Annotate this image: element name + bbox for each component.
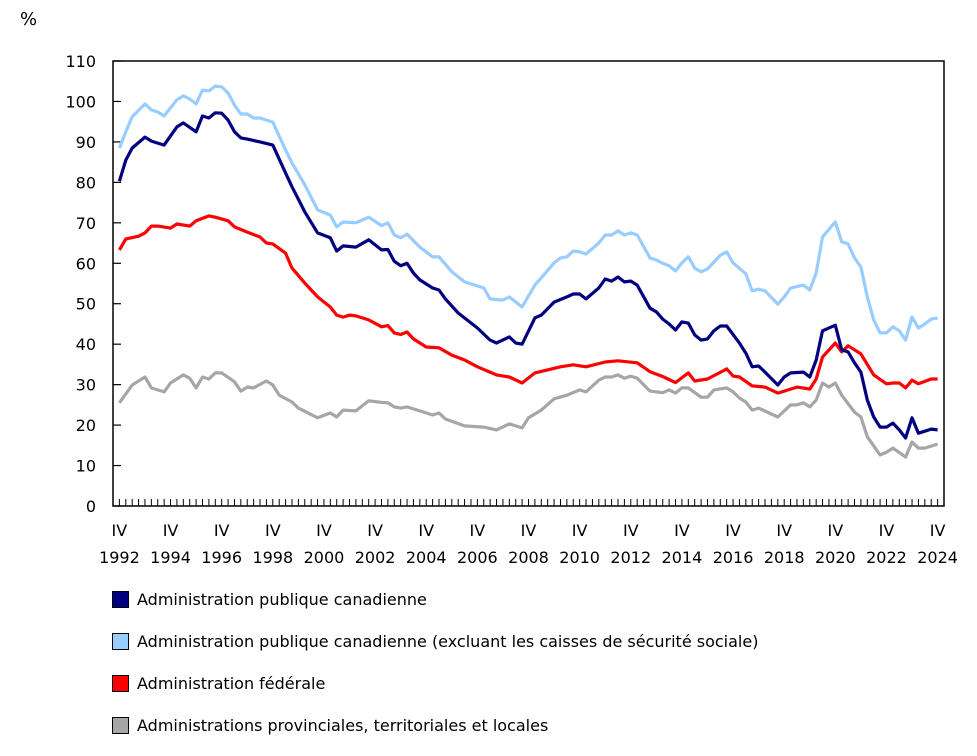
x-tick-year-label: 1992 bbox=[99, 548, 140, 567]
x-tick-quarter-label: IV bbox=[163, 521, 179, 540]
x-tick-year-label: 2012 bbox=[610, 548, 651, 567]
y-tick-label: 0 bbox=[86, 497, 96, 516]
y-tick-label: 90 bbox=[76, 133, 96, 152]
x-tick-year-label: 2024 bbox=[917, 548, 958, 567]
y-tick-label: 100 bbox=[65, 92, 96, 111]
y-tick-label: 60 bbox=[76, 254, 96, 273]
x-tick-quarter-label: IV bbox=[214, 521, 230, 540]
x-tick-year-label: 1994 bbox=[150, 548, 191, 567]
legend: Administration publique canadienne Admini… bbox=[112, 588, 758, 756]
x-tick-quarter-label: IV bbox=[776, 521, 792, 540]
y-tick-label: 80 bbox=[76, 173, 96, 192]
x-tick-quarter-label: IV bbox=[418, 521, 434, 540]
x-tick-quarter-label: IV bbox=[674, 521, 690, 540]
legend-label: Administration fédérale bbox=[137, 673, 326, 693]
legend-label: Administration publique canadienne bbox=[137, 589, 427, 609]
x-tick-year-label: 2000 bbox=[304, 548, 345, 567]
y-axis-label: % bbox=[20, 9, 37, 30]
x-tick-quarter-label: IV bbox=[521, 521, 537, 540]
x-tick-quarter-label: IV bbox=[572, 521, 588, 540]
legend-item: Administration publique canadienne bbox=[112, 588, 758, 610]
legend-swatch bbox=[112, 632, 129, 650]
series-line-1 bbox=[117, 84, 938, 342]
y-tick-label: 20 bbox=[76, 416, 96, 435]
x-tick-quarter-label: IV bbox=[725, 521, 741, 540]
x-tick-year-label: 2004 bbox=[406, 548, 447, 567]
x-tick-quarter-label: IV bbox=[930, 521, 946, 540]
x-tick-year-label: 2010 bbox=[559, 548, 600, 567]
y-tick-label: 70 bbox=[76, 214, 96, 233]
x-tick-year-label: 2020 bbox=[815, 548, 856, 567]
x-tick-quarter-label: IV bbox=[623, 521, 639, 540]
x-tick-year-label: 2014 bbox=[662, 548, 703, 567]
x-tick-quarter-label: IV bbox=[470, 521, 486, 540]
line-chart: % 0 10 20 30 40 50 60 70 80 90 100 110 IV 1992 IV 1994… bbox=[20, 9, 958, 567]
legend-label: Administration publique canadienne (excl… bbox=[137, 631, 759, 651]
legend-item: Administrations provinciales, territoria… bbox=[112, 714, 758, 736]
legend-swatch bbox=[112, 674, 129, 692]
legend-item: Administration publique canadienne (excl… bbox=[112, 630, 758, 652]
x-tick-quarter-label: IV bbox=[367, 521, 383, 540]
x-tick-quarter-label: IV bbox=[316, 521, 332, 540]
x-tick-year-label: 1998 bbox=[252, 548, 293, 567]
legend-label: Administrations provinciales, territoria… bbox=[137, 715, 549, 735]
y-tick-label: 30 bbox=[76, 376, 96, 395]
series-line-3 bbox=[118, 371, 939, 459]
x-tick-year-label: 2008 bbox=[508, 548, 549, 567]
x-tick-quarter-label: IV bbox=[827, 521, 843, 540]
x-tick-quarter-label: IV bbox=[879, 521, 895, 540]
legend-item: Administration fédérale bbox=[112, 672, 758, 694]
legend-swatch bbox=[112, 716, 129, 734]
x-tick-year-label: 2016 bbox=[713, 548, 754, 567]
y-tick-label: 110 bbox=[65, 52, 96, 71]
x-tick-quarter-label: IV bbox=[265, 521, 281, 540]
x-tick-year-label: 2022 bbox=[866, 548, 907, 567]
plot-frame bbox=[112, 60, 945, 507]
legend-swatch bbox=[112, 590, 129, 608]
x-tick-year-label: 2002 bbox=[355, 548, 396, 567]
y-tick-label: 10 bbox=[76, 457, 96, 476]
x-tick-quarter-label: IV bbox=[112, 521, 128, 540]
y-tick-label: 40 bbox=[76, 335, 96, 354]
x-tick-year-label: 1996 bbox=[201, 548, 242, 567]
series-line-2 bbox=[118, 214, 938, 395]
series-line-0 bbox=[117, 111, 938, 440]
x-tick-year-label: 2006 bbox=[457, 548, 498, 567]
x-tick-year-label: 2018 bbox=[764, 548, 805, 567]
y-tick-label: 50 bbox=[76, 295, 96, 314]
